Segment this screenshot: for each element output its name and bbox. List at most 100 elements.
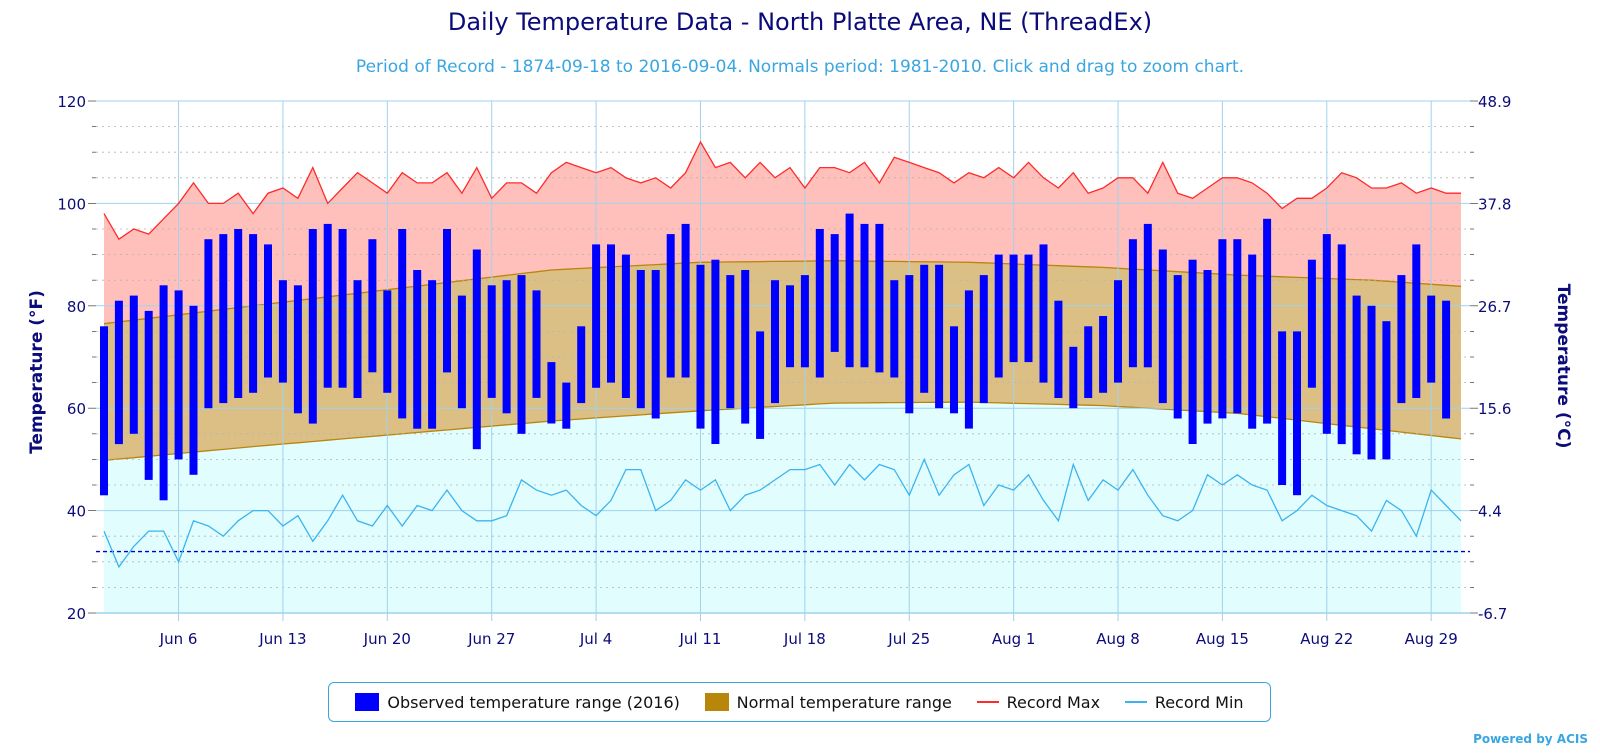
observed-bar (308, 229, 317, 424)
observed-bar (487, 285, 496, 398)
legend-label-record-min: Record Min (1154, 692, 1244, 712)
observed-bar (771, 280, 779, 404)
legend-label-observed: Observed temperature range (2016) (387, 692, 680, 712)
observed-bar (383, 290, 392, 393)
observed-bar (100, 326, 108, 496)
legend-swatch-observed (355, 693, 380, 711)
temperature-chart[interactable]: 20 40 60 80 100 120 -6.7 4.4 15.6 26.7 37.8 48.9 Jun… (0, 0, 1600, 680)
observed-bar (1427, 295, 1436, 383)
observed-bar (219, 234, 228, 404)
observed-bar (532, 290, 541, 398)
observed-bar (1442, 300, 1451, 419)
y-tick-label-right: -6.7 (1478, 605, 1507, 623)
y-tick-label-right: 48.9 (1478, 93, 1511, 111)
legend-swatch-record-min (1124, 701, 1147, 703)
y-tick-label-left: 120 (57, 93, 86, 111)
legend-label-normal: Normal temperature range (736, 692, 952, 712)
observed-bar (651, 270, 660, 419)
observed-bar (1233, 239, 1242, 414)
observed-bar (994, 254, 1003, 378)
observed-bar (845, 213, 854, 368)
observed-bar (278, 280, 287, 383)
observed-bar (1054, 300, 1063, 398)
observed-bar (711, 259, 720, 444)
observed-bar (249, 234, 258, 393)
observed-bar (860, 223, 869, 368)
x-tick-label: Aug 8 (1096, 630, 1140, 648)
observed-bar (114, 300, 123, 445)
observed-bar (368, 239, 377, 373)
observed-bar (1218, 239, 1227, 419)
y-tick-label-left: 80 (67, 298, 86, 316)
legend-item-record-min[interactable]: Record Min (1124, 692, 1244, 712)
observed-bar (607, 244, 615, 383)
x-tick-label: Jul 4 (579, 630, 612, 648)
observed-bar (547, 362, 556, 424)
observed-bar (666, 234, 675, 378)
observed-bar (323, 223, 332, 388)
legend-swatch-normal (704, 693, 729, 711)
observed-bar (264, 244, 272, 378)
observed-bar (1158, 249, 1167, 404)
observed-bar (1352, 295, 1361, 455)
observed-bar (353, 280, 362, 398)
chart-legend: Observed temperature range (2016) Normal… (328, 682, 1271, 722)
observed-bar (1397, 275, 1406, 404)
observed-bar (413, 270, 422, 429)
observed-bar (1173, 275, 1182, 419)
legend-item-record-max[interactable]: Record Max (976, 693, 1100, 712)
chart-title: Daily Temperature Data - North Platte Ar… (447, 8, 1153, 36)
observed-bar (1024, 254, 1033, 363)
y-axis-label-right: Temperature (°C) (1553, 283, 1573, 449)
axes: 20 40 60 80 100 120 -6.7 4.4 15.6 26.7 37.8 48.9 Jun… (57, 93, 1511, 648)
observed-bar (234, 229, 243, 398)
observed-bar (636, 270, 645, 409)
observed-bar (1367, 305, 1376, 460)
x-tick-label: Aug 22 (1300, 630, 1353, 648)
observed-bar (726, 275, 735, 409)
record-lines (103, 140, 1462, 569)
x-tick-label: Aug 15 (1196, 630, 1249, 648)
observed-bar (159, 285, 168, 501)
credit-link[interactable]: Powered by ACIS (1473, 732, 1588, 746)
observed-bar (1322, 234, 1331, 434)
observed-bar (443, 229, 451, 373)
y-axis-label-left: Temperature (°F) (27, 290, 47, 454)
observed-bar (472, 249, 481, 450)
observed-bar (905, 275, 914, 414)
observed-bar (502, 280, 511, 414)
legend-swatch-record-max (976, 701, 999, 703)
observed-bar (189, 305, 198, 475)
observed-bar (815, 229, 824, 378)
record-min-line (103, 457, 1462, 569)
observed-bar (681, 223, 690, 378)
y-tick-label-right: 4.4 (1478, 503, 1502, 521)
observed-bar (1382, 321, 1391, 460)
observed-bar (338, 229, 347, 388)
y-tick-label-right: 37.8 (1478, 195, 1511, 213)
observed-bar (293, 285, 302, 414)
range-fills (103, 142, 1462, 613)
observed-bar (428, 280, 437, 429)
legend-item-normal[interactable]: Normal temperature range (704, 692, 952, 712)
y-tick-label-left: 60 (67, 400, 86, 418)
record-low-band (104, 402, 1461, 613)
chart-subtitle: Period of Record - 1874-09-18 to 2016-09… (355, 57, 1245, 77)
observed-bar (1307, 259, 1316, 388)
x-tick-label: Aug 29 (1405, 630, 1458, 648)
x-tick-label: Aug 1 (992, 630, 1036, 648)
observed-bar (204, 239, 213, 409)
observed-bar (830, 234, 839, 352)
y-tick-label-left: 20 (67, 605, 86, 623)
observed-bar (1278, 331, 1287, 485)
x-tick-label: Jun 20 (363, 630, 411, 648)
observed-bar (1128, 239, 1137, 368)
observed-bar (562, 382, 571, 429)
observed-bar (890, 280, 899, 378)
x-tick-label: Jun 13 (258, 630, 306, 648)
observed-bar (174, 290, 183, 460)
observed-bar (696, 264, 705, 429)
observed-bar (786, 285, 794, 368)
y-tick-label-left: 40 (67, 503, 86, 521)
legend-item-observed[interactable]: Observed temperature range (2016) (355, 693, 680, 712)
